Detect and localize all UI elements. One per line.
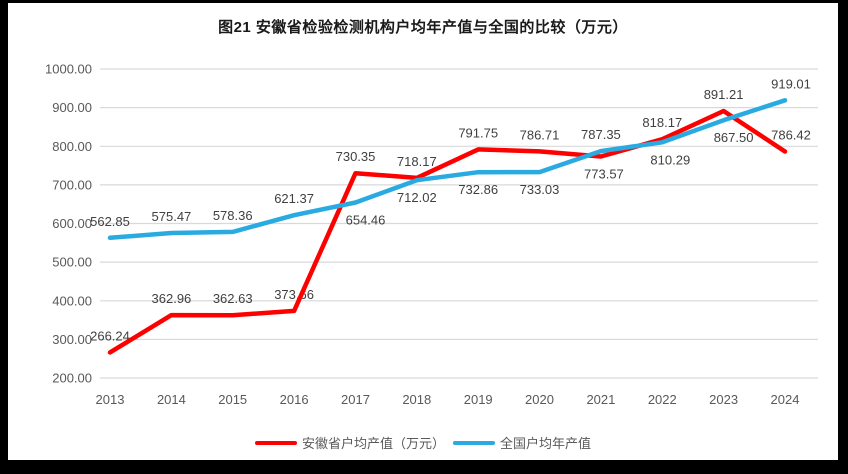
chart-title: 图21 安徽省检验检测机构户均年产值与全国的比较（万元）	[218, 19, 628, 36]
x-tick-label: 2021	[586, 392, 615, 407]
legend-item-anhui: 安徽省户均产值（万元）	[254, 433, 445, 452]
y-tick-label: 900.00	[52, 100, 92, 115]
anhui-legend-label: 安徽省户均产值（万元）	[301, 436, 445, 451]
x-tick-label: 2020	[525, 392, 554, 407]
data-label: 791.75	[458, 125, 498, 140]
x-tick-label: 2016	[280, 392, 309, 407]
x-tick-label: 2015	[218, 392, 247, 407]
x-tick-label: 2022	[648, 392, 677, 407]
legend-item-national: 全国户均年产值	[453, 433, 591, 452]
data-label: 578.36	[213, 208, 253, 223]
data-label: 562.85	[90, 214, 130, 229]
data-label: 867.50	[714, 130, 754, 145]
chart-page: 图21 安徽省检验检测机构户均年产值与全国的比较（万元） 1000.00 900.…	[8, 3, 838, 460]
anhui-line-swatch	[254, 440, 297, 445]
national-line-swatch	[453, 440, 495, 445]
chart-legend: 安徽省户均产值（万元） 全国户均年产值	[8, 433, 838, 452]
data-label: 787.35	[581, 127, 621, 142]
data-label: 818.17	[642, 115, 682, 130]
y-tick-label: 700.00	[52, 177, 92, 192]
data-label: 654.46	[346, 213, 386, 228]
data-label: 362.63	[213, 291, 253, 306]
x-tick-label: 2014	[157, 392, 186, 407]
data-label: 786.71	[520, 127, 560, 142]
x-tick-label: 2013	[96, 392, 125, 407]
data-label: 718.17	[397, 154, 437, 169]
x-tick-label: 2017	[341, 392, 370, 407]
y-tick-label: 1000.00	[45, 62, 92, 77]
data-label: 810.29	[650, 152, 690, 167]
y-tick-label: 600.00	[52, 216, 92, 231]
x-tick-label: 2023	[709, 392, 738, 407]
data-label: 712.02	[397, 190, 437, 205]
y-tick-label: 300.00	[52, 332, 92, 347]
national-legend-label: 全国户均年产值	[500, 436, 592, 451]
data-label: 732.86	[458, 182, 498, 197]
x-tick-label: 2018	[402, 392, 431, 407]
x-tick-label: 2024	[771, 392, 800, 407]
data-label: 575.47	[152, 209, 192, 224]
data-label: 730.35	[336, 149, 376, 164]
data-label: 891.21	[704, 87, 744, 102]
y-tick-label: 200.00	[52, 371, 92, 386]
data-label: 621.37	[274, 191, 314, 206]
data-label: 773.57	[584, 167, 624, 182]
data-label: 362.96	[152, 291, 192, 306]
data-label: 919.01	[771, 76, 811, 91]
y-tick-label: 500.00	[52, 255, 92, 270]
line-chart-svg: 1000.00 900.00 800.00 700.00 600.00 500.00 400…	[45, 62, 818, 407]
data-label: 733.03	[520, 182, 560, 197]
series-line	[107, 98, 788, 241]
y-tick-label: 400.00	[52, 293, 92, 308]
series-line	[107, 108, 788, 355]
data-label: 786.42	[771, 128, 811, 143]
data-label: 266.24	[90, 328, 130, 343]
x-tick-label: 2019	[464, 392, 493, 407]
data-label: 373.66	[274, 287, 314, 302]
y-tick-label: 800.00	[52, 139, 92, 154]
